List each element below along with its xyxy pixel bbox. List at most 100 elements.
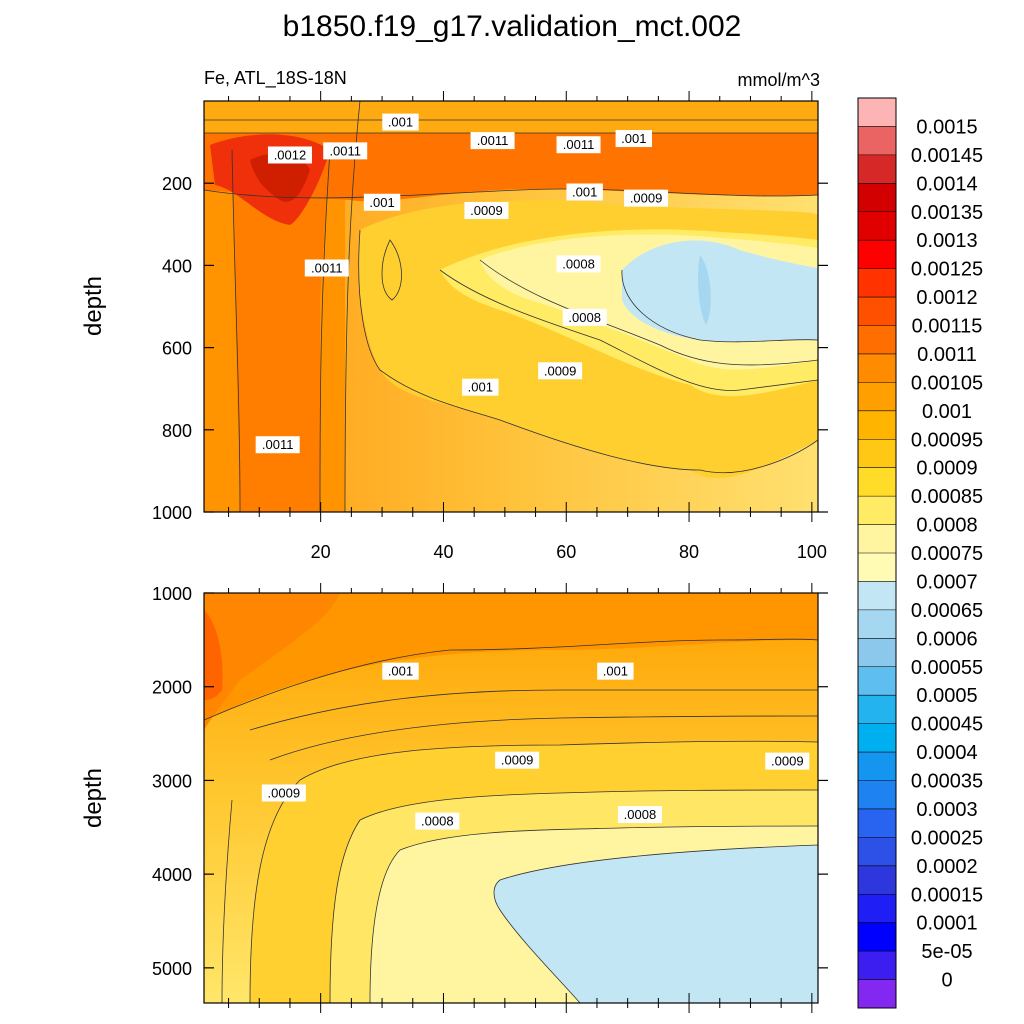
upper-region-0007 [698, 255, 711, 325]
colorbar-swatch [858, 126, 896, 156]
colorbar-label: 0.00145 [911, 145, 983, 167]
colorbar-swatch [858, 695, 896, 725]
upper-panel: .001 .0011 .0011 .001 .0012 .0011 .001 .0009 .00… [80, 91, 828, 562]
colorbar-swatch [858, 240, 896, 270]
colorbar-label: 0.00065 [911, 600, 983, 622]
upper-max-core [250, 153, 310, 202]
colorbar-label: 0.00125 [911, 259, 983, 281]
contour-label-box [470, 132, 515, 150]
colorbar-label: 0 [941, 970, 952, 992]
contour-label: .001 [615, 130, 652, 148]
x-tick-label: 60 [556, 542, 576, 562]
contour-label-box [363, 193, 401, 211]
contour-label-text: .0011 [262, 437, 294, 452]
contour-label-text: .001 [572, 184, 597, 199]
colorbar-label: 0.0012 [916, 287, 977, 309]
contour-label-text: .001 [388, 664, 413, 679]
contour-label-box [566, 183, 603, 201]
upper-contour-labels: .001 .0011 .0011 .001 .0012 .0011 .001 .0009 .00… [255, 113, 669, 454]
contour-label-text: .0008 [562, 256, 595, 271]
colorbar-swatch [858, 808, 896, 838]
contour-label-text: .0009 [630, 191, 663, 206]
contour-label-box [538, 362, 583, 380]
contour-label: .0008 [415, 812, 460, 830]
lower-contour-labels: .001 .001 .0009 .0009 .0009 .0008 .0008 [261, 662, 810, 830]
colorbar-label: 0.00135 [911, 202, 983, 224]
colorbar-label: 0.0011 [917, 344, 977, 366]
colorbar-swatch [858, 666, 896, 696]
colorbar-swatch [858, 353, 896, 383]
colorbar-label: 0.00025 [911, 827, 983, 849]
colorbar-swatch [858, 780, 896, 810]
colorbar-label: 0.0006 [916, 628, 977, 650]
lower-contour-fill [204, 593, 818, 1003]
colorbar-swatch [858, 297, 896, 326]
contour-label: .0011 [255, 436, 300, 454]
contour-label-box [624, 189, 669, 207]
colorbar-swatch [858, 581, 896, 611]
colorbar-swatch [858, 467, 896, 497]
colorbar-swatch [858, 183, 896, 213]
colorbar-label: 0.00075 [911, 543, 983, 565]
contour-label: .0011 [304, 259, 349, 277]
colorbar-label: 0.0001 [916, 913, 977, 935]
y-tick-label: 1000 [152, 503, 192, 523]
upper-axis-ticks: 200 400 600 800 1000 20 40 60 80 100 [152, 91, 828, 562]
colorbar-swatch [858, 865, 896, 895]
lower-plot-frame [203, 592, 819, 1004]
variable-region-label: Fe, ATL_18S-18N [204, 68, 347, 89]
colorbar-swatch [858, 98, 896, 127]
colorbar-swatch [858, 524, 896, 554]
contour-label-box [615, 130, 652, 148]
colorbar-swatch [858, 979, 896, 1009]
colorbar-label: 0.0008 [916, 515, 977, 537]
colorbar-label: 0.0014 [916, 173, 977, 195]
contour-label-box [562, 308, 607, 326]
lower-axis-ticks: 1000 2000 3000 4000 5000 [152, 583, 828, 1013]
colorbar-swatch [858, 211, 896, 241]
y-tick-label: 4000 [152, 865, 192, 885]
x-tick-label: 80 [679, 542, 699, 562]
contour-label-box [495, 751, 540, 769]
units-label: mmol/m^3 [738, 70, 820, 90]
colorbar-label: 0.00055 [911, 657, 983, 679]
y-tick-label: 5000 [152, 959, 192, 979]
colorbar-label: 0.00035 [911, 771, 983, 793]
colorbar-label: 0.00085 [911, 486, 983, 508]
contour-label-box [464, 201, 509, 219]
colorbar-label: 0.0013 [916, 230, 977, 252]
upper-region-00115 [232, 150, 330, 512]
contour-label-text: .001 [603, 664, 628, 679]
y-tick-label: 400 [162, 256, 192, 276]
contour-label-box [462, 378, 499, 396]
colorbar: 0.0015 0.00145 0.0014 0.00135 0.0013 0.00125 0… [857, 97, 983, 1009]
contour-label-text: .0009 [544, 363, 577, 378]
contour-label: .0008 [556, 255, 601, 273]
contour-label: .0009 [538, 362, 583, 380]
contour-label-box [323, 142, 368, 160]
colorbar-label: 5e-05 [921, 941, 972, 963]
contour-label-text: .001 [369, 195, 394, 210]
colorbar-swatch [858, 638, 896, 668]
colorbar-swatch [858, 410, 896, 440]
colorbar-swatch [858, 382, 896, 412]
colorbar-swatch [858, 723, 896, 753]
upper-plot-frame [203, 100, 819, 513]
contour-label-box [255, 436, 300, 454]
contour-label-box [267, 146, 312, 164]
contour-label: .0009 [261, 784, 306, 802]
colorbar-label: 0.0002 [916, 856, 977, 878]
contour-label-box [382, 113, 419, 131]
y-tick-label: 600 [162, 339, 192, 359]
colorbar-label: 0.0003 [916, 799, 977, 821]
contour-label-text: .001 [621, 131, 646, 146]
y-tick-label: 3000 [152, 771, 192, 791]
contour-label-box [556, 255, 601, 273]
colorbar-swatch [858, 553, 896, 582]
contour-label-text: .0009 [771, 754, 804, 769]
lower-panel: .001 .001 .0009 .0009 .0009 .0008 .0008 1000 20… [80, 583, 828, 1013]
contour-label-text: .001 [388, 115, 413, 130]
x-tick-label: 20 [311, 542, 331, 562]
contour-label: .0009 [495, 751, 540, 769]
